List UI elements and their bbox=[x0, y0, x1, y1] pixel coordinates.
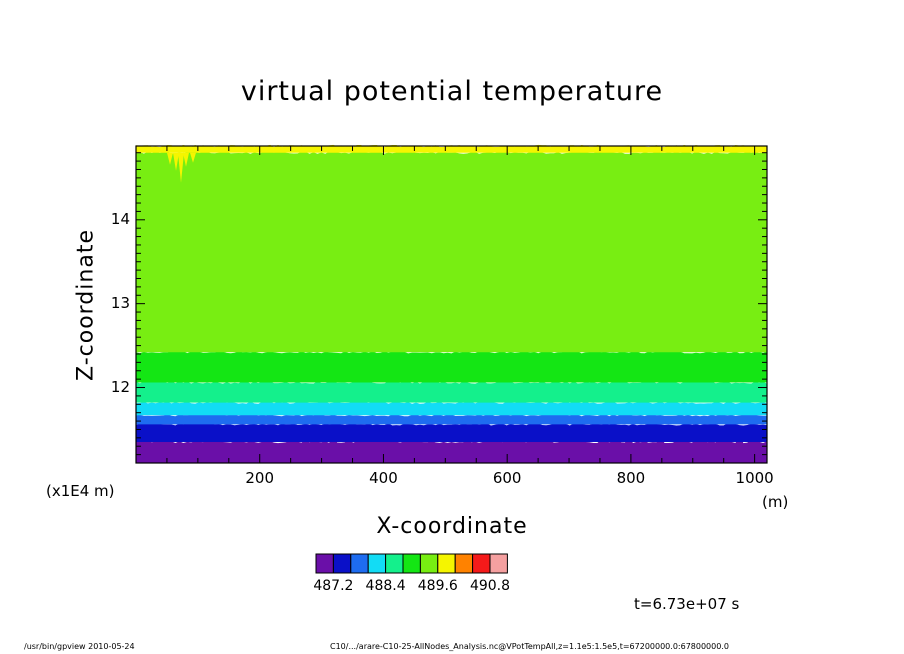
x-tick-label: 400 bbox=[369, 469, 398, 487]
colorbar-swatch-5 bbox=[402, 553, 421, 574]
y-tick-label: 14 bbox=[110, 209, 130, 228]
contour-band-0 bbox=[136, 430, 767, 463]
y-tick-label: 13 bbox=[110, 293, 130, 312]
colorbar-swatch-8 bbox=[454, 553, 474, 574]
colorbar-swatch-9 bbox=[472, 553, 491, 574]
x-tick-label: 200 bbox=[245, 469, 275, 487]
x-unit-label: (m) bbox=[762, 493, 789, 511]
colorbar-swatch-3 bbox=[367, 553, 387, 574]
contour-band-7 bbox=[136, 144, 767, 153]
colorbar-swatch-2 bbox=[350, 553, 369, 574]
contour-band-4 bbox=[136, 381, 767, 403]
colorbar-label: 488.4 bbox=[365, 578, 406, 594]
time-annotation: t=6.73e+07 s bbox=[634, 595, 740, 613]
y-scale-note: (x1E4 m) bbox=[46, 482, 115, 500]
contour-band-3 bbox=[136, 401, 767, 416]
contour-band-2 bbox=[136, 414, 767, 425]
yellow-spike-0 bbox=[167, 152, 173, 165]
contour-band-1 bbox=[136, 423, 767, 443]
footer-file-info: C10/.../arare-C10-25-AllNodes_Analysis.n… bbox=[330, 642, 729, 651]
colorbar-swatch-10 bbox=[489, 553, 508, 574]
colorbar-swatch-6 bbox=[419, 553, 439, 574]
colorbar-swatch-7 bbox=[437, 553, 456, 574]
yellow-spike-2 bbox=[178, 152, 184, 183]
x-tick-label: 800 bbox=[616, 469, 646, 487]
x-tick-label: 1000 bbox=[735, 469, 774, 487]
colorbar-label: 487.2 bbox=[313, 578, 354, 594]
colorbar-swatch-0 bbox=[315, 553, 334, 574]
footer-program-info: /usr/bin/gpview 2010-05-24 bbox=[24, 642, 135, 651]
y-tick-label: 12 bbox=[110, 377, 130, 396]
colorbar-label: 489.6 bbox=[417, 578, 458, 594]
x-tick-label: 600 bbox=[492, 469, 522, 487]
x-axis-label: X-coordinate bbox=[376, 514, 528, 539]
contour-band-5 bbox=[136, 351, 767, 383]
plot-frame bbox=[135, 145, 768, 464]
chart-title: virtual potential temperature bbox=[240, 76, 664, 107]
colorbar-label: 490.8 bbox=[469, 578, 511, 594]
colorbar-swatch-1 bbox=[332, 553, 352, 574]
contour-band-6 bbox=[136, 151, 767, 353]
yellow-spike-1 bbox=[173, 152, 179, 171]
yellow-spike-4 bbox=[190, 152, 196, 163]
colorbar-swatch-4 bbox=[385, 553, 404, 574]
yellow-spike-3 bbox=[183, 152, 189, 167]
